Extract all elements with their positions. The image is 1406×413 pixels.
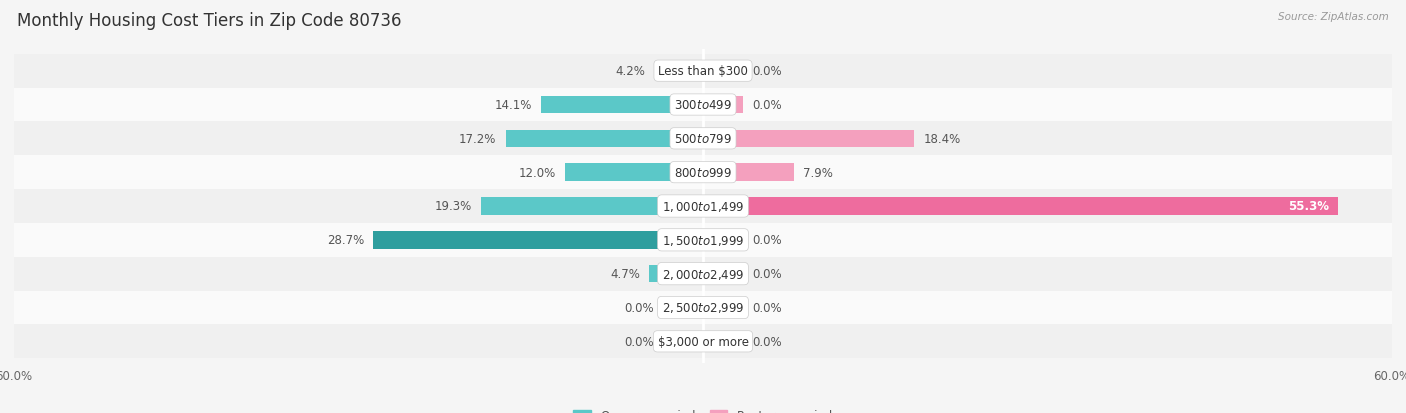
- Text: $1,000 to $1,499: $1,000 to $1,499: [662, 199, 744, 214]
- Text: Less than $300: Less than $300: [658, 65, 748, 78]
- Text: 7.9%: 7.9%: [803, 166, 832, 179]
- Text: 0.0%: 0.0%: [752, 268, 782, 280]
- Bar: [703, 333, 744, 350]
- Bar: [703, 299, 744, 316]
- Bar: [650, 265, 703, 283]
- Bar: [662, 299, 703, 316]
- Text: 0.0%: 0.0%: [752, 301, 782, 314]
- Bar: [541, 97, 703, 114]
- Bar: [703, 198, 1339, 215]
- Bar: [14, 122, 1392, 156]
- Text: $500 to $799: $500 to $799: [673, 133, 733, 145]
- Text: 0.0%: 0.0%: [624, 335, 654, 348]
- Text: 28.7%: 28.7%: [328, 234, 364, 247]
- Bar: [481, 198, 703, 215]
- Text: 18.4%: 18.4%: [924, 133, 960, 145]
- Text: 0.0%: 0.0%: [752, 65, 782, 78]
- Text: $300 to $499: $300 to $499: [673, 99, 733, 112]
- Text: 17.2%: 17.2%: [458, 133, 496, 145]
- Bar: [655, 63, 703, 80]
- Text: 4.7%: 4.7%: [610, 268, 640, 280]
- Legend: Owner-occupied, Renter-occupied: Owner-occupied, Renter-occupied: [568, 404, 838, 413]
- Bar: [703, 164, 794, 182]
- Text: 4.2%: 4.2%: [616, 65, 645, 78]
- Bar: [703, 130, 914, 148]
- Bar: [565, 164, 703, 182]
- Bar: [703, 97, 744, 114]
- Bar: [703, 265, 744, 283]
- Bar: [703, 63, 744, 80]
- Text: 0.0%: 0.0%: [752, 234, 782, 247]
- Bar: [662, 333, 703, 350]
- Text: $3,000 or more: $3,000 or more: [658, 335, 748, 348]
- Bar: [506, 130, 703, 148]
- Text: $800 to $999: $800 to $999: [673, 166, 733, 179]
- Bar: [374, 231, 703, 249]
- Text: $2,500 to $2,999: $2,500 to $2,999: [662, 301, 744, 315]
- Text: 55.3%: 55.3%: [1288, 200, 1329, 213]
- Text: 0.0%: 0.0%: [752, 99, 782, 112]
- Bar: [14, 257, 1392, 291]
- Text: 19.3%: 19.3%: [434, 200, 472, 213]
- Bar: [14, 325, 1392, 358]
- Text: 0.0%: 0.0%: [624, 301, 654, 314]
- Text: 0.0%: 0.0%: [752, 335, 782, 348]
- Text: Source: ZipAtlas.com: Source: ZipAtlas.com: [1278, 12, 1389, 22]
- Bar: [14, 88, 1392, 122]
- Text: $1,500 to $1,999: $1,500 to $1,999: [662, 233, 744, 247]
- Text: $2,000 to $2,499: $2,000 to $2,499: [662, 267, 744, 281]
- Text: 14.1%: 14.1%: [495, 99, 531, 112]
- Bar: [14, 156, 1392, 190]
- Bar: [14, 291, 1392, 325]
- Bar: [14, 190, 1392, 223]
- Bar: [14, 55, 1392, 88]
- Text: 12.0%: 12.0%: [519, 166, 555, 179]
- Bar: [14, 223, 1392, 257]
- Bar: [703, 231, 744, 249]
- Text: Monthly Housing Cost Tiers in Zip Code 80736: Monthly Housing Cost Tiers in Zip Code 8…: [17, 12, 401, 30]
